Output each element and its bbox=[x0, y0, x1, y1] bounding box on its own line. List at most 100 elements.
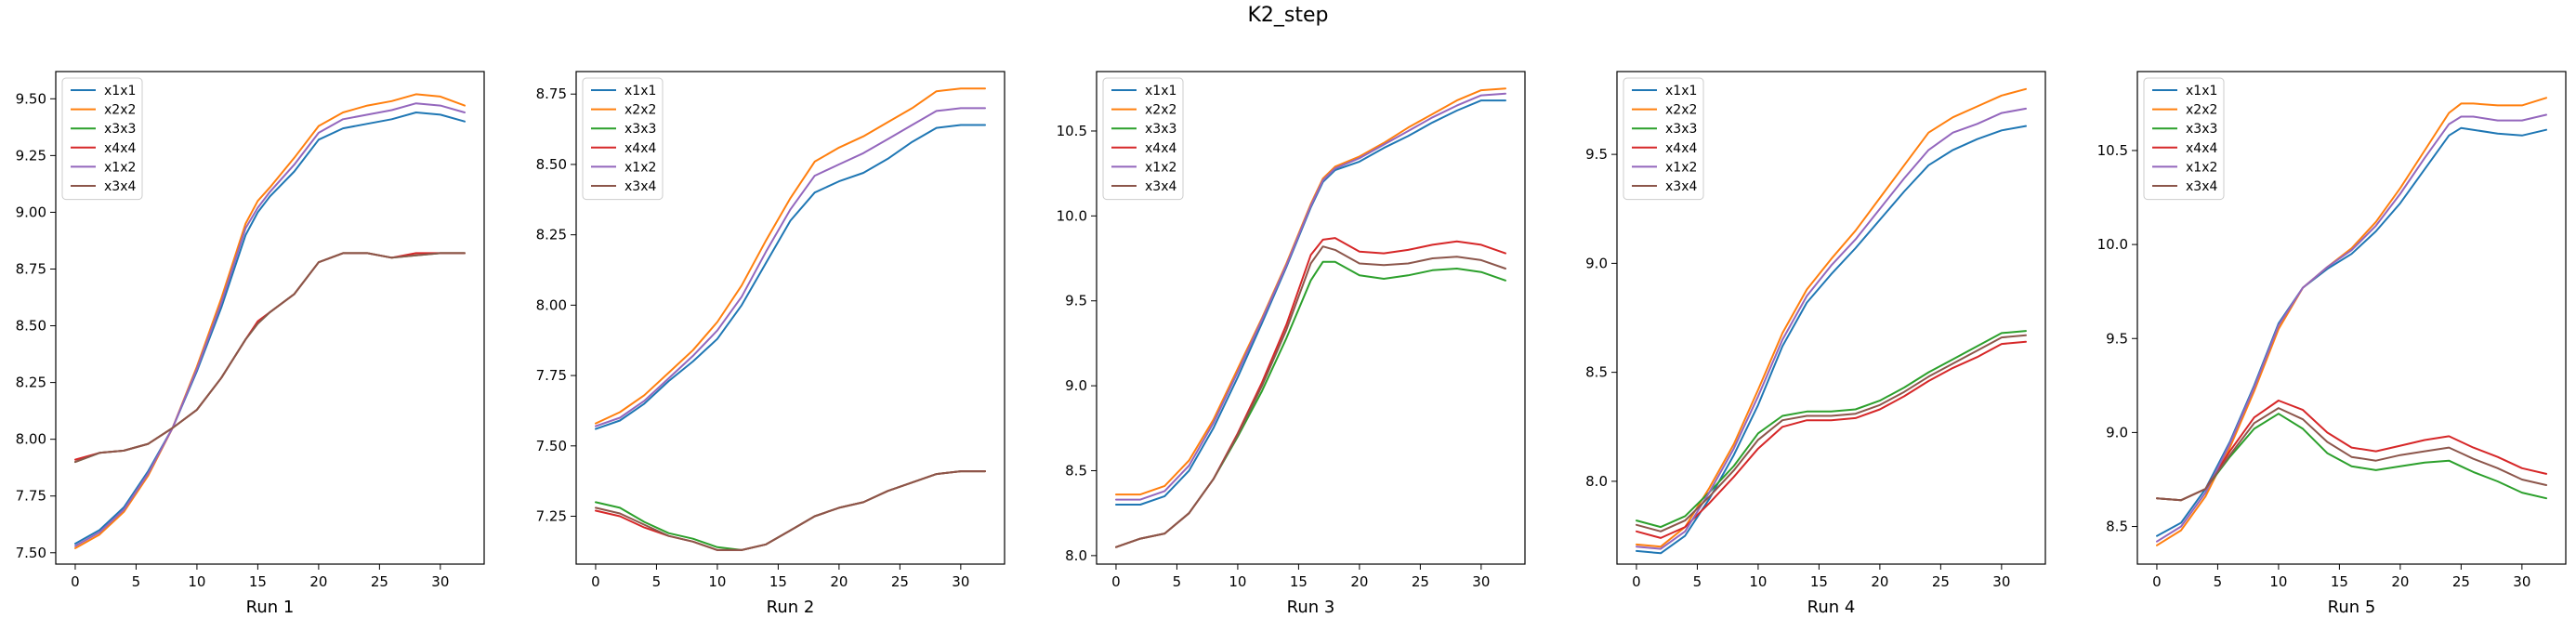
x-tick-label: 25 bbox=[2452, 573, 2470, 590]
legend-label-x2x2: x2x2 bbox=[1145, 103, 1176, 118]
legend-label-x4x4: x4x4 bbox=[624, 141, 656, 156]
y-tick-label: 9.0 bbox=[1065, 377, 1087, 394]
legend-label-x3x4: x3x4 bbox=[104, 179, 136, 194]
x-tick-label: 15 bbox=[2331, 573, 2348, 590]
legend-label-x3x3: x3x3 bbox=[1665, 122, 1697, 137]
x-tick-label: 0 bbox=[1111, 573, 1121, 590]
plot-frame bbox=[1096, 71, 1526, 565]
legend-label-x2x2: x2x2 bbox=[104, 103, 136, 118]
x-tick-label: 30 bbox=[952, 573, 969, 590]
y-tick-label: 9.0 bbox=[1585, 255, 1608, 271]
x-tick-label: 5 bbox=[1693, 573, 1702, 590]
series-line-x1x1 bbox=[2156, 126, 2547, 537]
x-tick-label: 20 bbox=[2391, 573, 2409, 590]
legend-label-x3x4: x3x4 bbox=[1665, 179, 1697, 194]
legend-label-x1x2: x1x2 bbox=[104, 160, 136, 175]
plot-frame bbox=[2136, 71, 2567, 565]
y-tick-label: 10.5 bbox=[2097, 142, 2128, 159]
series-line-x1x2 bbox=[2156, 113, 2547, 543]
x-tick-label: 30 bbox=[1472, 573, 1490, 590]
legend-label-x1x1: x1x1 bbox=[104, 84, 136, 99]
series-line-x3x4 bbox=[2156, 407, 2547, 502]
y-tick-label: 7.25 bbox=[536, 508, 567, 525]
series-line-x1x2 bbox=[74, 102, 466, 547]
legend-label-x2x2: x2x2 bbox=[1665, 103, 1697, 118]
x-tick-label: 25 bbox=[1932, 573, 1950, 590]
plot-frame bbox=[55, 71, 485, 565]
y-tick-label: 10.5 bbox=[1057, 123, 1087, 139]
legend-label-x4x4: x4x4 bbox=[1665, 141, 1697, 156]
series-lines bbox=[1636, 87, 2027, 555]
x-tick-label: 30 bbox=[431, 573, 449, 590]
y-tick-label: 8.0 bbox=[1585, 473, 1608, 490]
run-1-axes: 0 5 10 15 20 25 30 7.50 7.75 8.00 8.25 8.50 8.75 9.00… bbox=[16, 71, 485, 617]
legend-label-x4x4: x4x4 bbox=[1145, 141, 1176, 156]
legend: x1x1 x2x2 x3x3 x4x4 x1x2 x3x4 bbox=[582, 77, 664, 201]
series-line-x4x4 bbox=[2156, 400, 2547, 502]
y-tick-label: 8.00 bbox=[16, 431, 46, 448]
y-tick-label: 10.0 bbox=[2097, 236, 2128, 253]
x-tick-label: 15 bbox=[1290, 573, 1308, 590]
y-tick-label: 9.5 bbox=[2106, 330, 2128, 347]
x-tick-label: 20 bbox=[309, 573, 327, 590]
x-tick-label: 10 bbox=[188, 573, 205, 590]
x-tick-label: 0 bbox=[591, 573, 600, 590]
y-tick-label: 7.75 bbox=[16, 488, 46, 505]
series-lines bbox=[595, 87, 986, 551]
x-tick-label: 5 bbox=[132, 573, 141, 590]
x-axis-label: Run 5 bbox=[2328, 598, 2376, 617]
x-tick-label: 30 bbox=[1992, 573, 2010, 590]
run-5-axes: 0 5 10 15 20 25 30 8.5 9.0 9.5 10.0 10.5 Run 5 x1x1 x2… bbox=[2097, 71, 2567, 617]
legend-label-x1x2: x1x2 bbox=[624, 160, 656, 175]
legend-label-x1x2: x1x2 bbox=[1665, 160, 1697, 175]
y-tick-label: 10.0 bbox=[1057, 207, 1087, 224]
series-lines bbox=[1115, 87, 1506, 548]
x-tick-label: 5 bbox=[2214, 573, 2223, 590]
y-tick-label: 9.00 bbox=[16, 204, 46, 220]
x-tick-label: 10 bbox=[708, 573, 726, 590]
legend-label-x2x2: x2x2 bbox=[2186, 103, 2217, 118]
x-tick-label: 25 bbox=[371, 573, 388, 590]
x-tick-label: 0 bbox=[71, 573, 80, 590]
x-tick-label: 10 bbox=[2269, 573, 2287, 590]
legend-label-x4x4: x4x4 bbox=[2186, 141, 2217, 156]
plot-frame bbox=[1616, 71, 2046, 565]
y-tick-label: 9.5 bbox=[1585, 146, 1608, 163]
series-line-x3x4 bbox=[74, 252, 466, 464]
legend: x1x1 x2x2 x3x3 x4x4 x1x2 x3x4 bbox=[2143, 77, 2225, 201]
legend-label-x3x3: x3x3 bbox=[2186, 122, 2217, 137]
legend-label-x3x3: x3x3 bbox=[624, 122, 656, 137]
series-line-x4x4 bbox=[1115, 237, 1506, 548]
x-axis-label: Run 1 bbox=[246, 598, 295, 617]
legend-label-x2x2: x2x2 bbox=[624, 103, 656, 118]
series-line-x3x4 bbox=[1115, 245, 1506, 548]
y-tick-label: 8.75 bbox=[536, 85, 567, 102]
x-tick-label: 0 bbox=[2152, 573, 2162, 590]
x-axis-label: Run 4 bbox=[1807, 598, 1856, 617]
series-line-x4x4 bbox=[1636, 340, 2027, 539]
run-3-axes: 0 5 10 15 20 25 30 8.0 8.5 9.0 9.5 10.0 10.5 Run 3 x1x… bbox=[1057, 71, 1526, 617]
legend: x1x1 x2x2 x3x3 x4x4 x1x2 x3x4 bbox=[61, 77, 143, 201]
series-line-x1x2 bbox=[1115, 92, 1506, 501]
legend-label-x1x1: x1x1 bbox=[1145, 84, 1176, 99]
plot-frame bbox=[575, 71, 1005, 565]
series-line-x2x2 bbox=[2156, 97, 2547, 546]
y-tick-label: 9.50 bbox=[16, 90, 46, 107]
x-tick-label: 0 bbox=[1632, 573, 1641, 590]
y-tick-label: 9.25 bbox=[16, 147, 46, 164]
y-tick-label: 7.75 bbox=[536, 367, 567, 384]
legend-label-x1x1: x1x1 bbox=[2186, 84, 2217, 99]
y-tick-label: 9.0 bbox=[2106, 424, 2128, 440]
x-tick-label: 20 bbox=[1871, 573, 1888, 590]
x-tick-label: 15 bbox=[1810, 573, 1828, 590]
x-axis-label: Run 3 bbox=[1287, 598, 1335, 617]
x-tick-label: 25 bbox=[891, 573, 909, 590]
y-tick-label: 8.25 bbox=[536, 227, 567, 243]
x-tick-label: 10 bbox=[1749, 573, 1767, 590]
y-tick-label: 9.5 bbox=[1065, 293, 1087, 309]
run-2-axes: 0 5 10 15 20 25 30 7.25 7.50 7.75 8.00 8.25 8.50 8.75… bbox=[536, 71, 1005, 617]
x-tick-label: 25 bbox=[1412, 573, 1429, 590]
x-tick-label: 5 bbox=[1173, 573, 1182, 590]
legend-label-x3x3: x3x3 bbox=[104, 122, 136, 137]
